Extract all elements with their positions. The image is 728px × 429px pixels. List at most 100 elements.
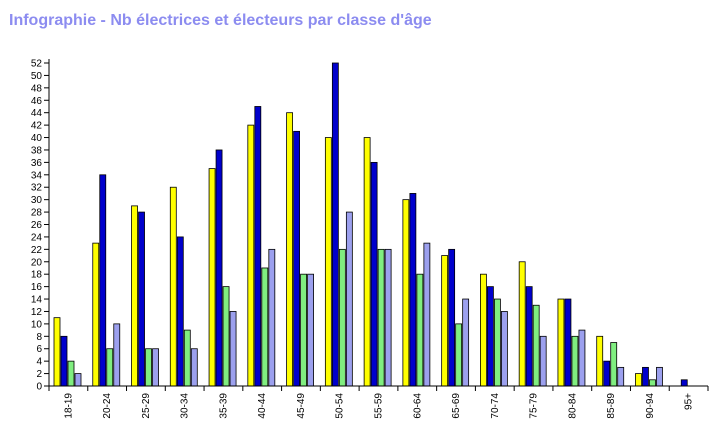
y-tick-label: 40: [31, 133, 43, 144]
bar-18-19-s4: [74, 373, 82, 387]
y-tick-label: 46: [31, 96, 43, 107]
y-tick-label: 52: [31, 59, 43, 70]
bar-65-69-s4: [462, 298, 470, 387]
x-tick-label: 95+: [684, 393, 695, 410]
y-tick-label: 32: [31, 183, 43, 194]
y-tick-label: 6: [36, 344, 42, 355]
bar-90-94-s3: [649, 379, 656, 387]
bar-75-79-s1: [518, 261, 526, 387]
bar-90-94-s1: [635, 373, 642, 387]
y-tick-label: 22: [31, 245, 43, 256]
bar-80-84-s2: [564, 298, 572, 387]
bar-35-39-s4: [229, 311, 237, 387]
bar-20-24-s2: [99, 174, 107, 387]
bar-35-39-s2: [215, 149, 223, 387]
bar-30-34-s4: [190, 348, 198, 387]
y-tick-label: 44: [31, 108, 43, 119]
x-tick-label: 20-24: [102, 393, 113, 419]
bar-75-79-s3: [532, 304, 540, 387]
y-tick-label: 38: [31, 145, 43, 156]
bar-35-39-s3: [222, 286, 230, 387]
bar-30-34-s2: [176, 236, 184, 387]
y-tick-label: 16: [31, 282, 43, 293]
bar-55-59-s3: [377, 248, 385, 387]
x-tick-label: 60-64: [412, 393, 423, 419]
bar-60-64-s4: [423, 242, 431, 387]
bar-90-94-s2: [642, 366, 649, 387]
bar-60-64-s1: [402, 199, 410, 387]
bar-18-19-s2: [60, 335, 68, 387]
bar-70-74-s1: [480, 273, 487, 387]
bar-18-19-s1: [53, 317, 61, 387]
y-tick-label: 30: [31, 195, 43, 206]
bar-25-29-s4: [152, 348, 159, 387]
bar-65-69-s2: [448, 248, 456, 387]
bar-75-79-s2: [525, 286, 533, 387]
x-tick-label: 40-44: [257, 393, 268, 419]
x-tick-label: 85-89: [606, 393, 617, 419]
axes-layer: 0246810121416182022242628303234363840424…: [31, 59, 709, 419]
x-tick-label: 65-69: [451, 393, 462, 419]
bar-65-69-s3: [455, 323, 463, 387]
bar-80-84-s1: [557, 298, 565, 387]
y-tick-label: 20: [31, 257, 43, 268]
bar-85-89-s1: [596, 335, 604, 387]
x-tick-label: 30-34: [180, 393, 191, 419]
bar-45-49-s4: [307, 273, 314, 387]
bar-55-59-s4: [384, 248, 392, 387]
x-tick-label: 75-79: [529, 393, 540, 419]
bar-25-29-s1: [131, 205, 138, 387]
x-tick-label: 55-59: [374, 393, 385, 419]
y-tick-label: 4: [36, 357, 42, 368]
bar-85-89-s3: [610, 342, 618, 387]
x-tick-label: 70-74: [490, 393, 501, 419]
x-tick-label: 45-49: [296, 393, 307, 419]
bar-45-49-s3: [300, 273, 307, 387]
y-tick-label: 8: [36, 332, 42, 343]
bar-40-44-s4: [268, 248, 276, 387]
y-tick-label: 48: [31, 83, 43, 94]
bar-85-89-s2: [603, 360, 611, 387]
bar-20-24-s4: [113, 323, 121, 387]
y-tick-label: 18: [31, 270, 43, 281]
bar-90-94-s4: [656, 366, 663, 387]
bar-35-39-s1: [208, 168, 216, 387]
bar-70-74-s2: [487, 286, 494, 387]
x-tick-label: 90-94: [645, 393, 656, 419]
bar-20-24-s3: [106, 348, 114, 387]
bar-50-54-s3: [338, 248, 346, 387]
bar-30-34-s3: [183, 329, 191, 387]
y-tick-label: 0: [36, 382, 42, 393]
bar-75-79-s4: [539, 335, 547, 387]
y-tick-label: 2: [36, 369, 42, 380]
bar-18-19-s3: [67, 360, 75, 387]
bar-80-84-s3: [571, 335, 579, 387]
bar-50-54-s4: [345, 211, 353, 387]
x-tick-label: 18-19: [63, 393, 74, 419]
bar-30-34-s1: [169, 186, 177, 387]
bar-45-49-s2: [293, 130, 300, 387]
bar-95+-s2: [680, 379, 688, 387]
bars-layer: [53, 62, 688, 387]
bar-70-74-s4: [501, 311, 508, 387]
y-tick-label: 50: [31, 71, 43, 82]
y-tick-label: 28: [31, 208, 43, 219]
bar-60-64-s3: [416, 273, 424, 387]
y-tick-label: 10: [31, 319, 43, 330]
bar-65-69-s1: [441, 255, 449, 387]
y-tick-label: 42: [31, 121, 43, 132]
bar-40-44-s1: [247, 124, 255, 387]
y-tick-label: 14: [31, 295, 43, 306]
x-tick-label: 50-54: [335, 393, 346, 419]
x-tick-label: 25-29: [141, 393, 152, 419]
y-tick-label: 36: [31, 158, 43, 169]
y-tick-label: 34: [31, 170, 43, 181]
bar-50-54-s1: [324, 137, 332, 387]
y-tick-label: 26: [31, 220, 43, 231]
y-tick-label: 12: [31, 307, 43, 318]
x-tick-label: 80-84: [567, 393, 578, 419]
chart-title: Infographie - Nb électrices et électeurs…: [9, 12, 432, 29]
bar-45-49-s1: [286, 112, 293, 387]
bar-25-29-s2: [138, 211, 145, 387]
